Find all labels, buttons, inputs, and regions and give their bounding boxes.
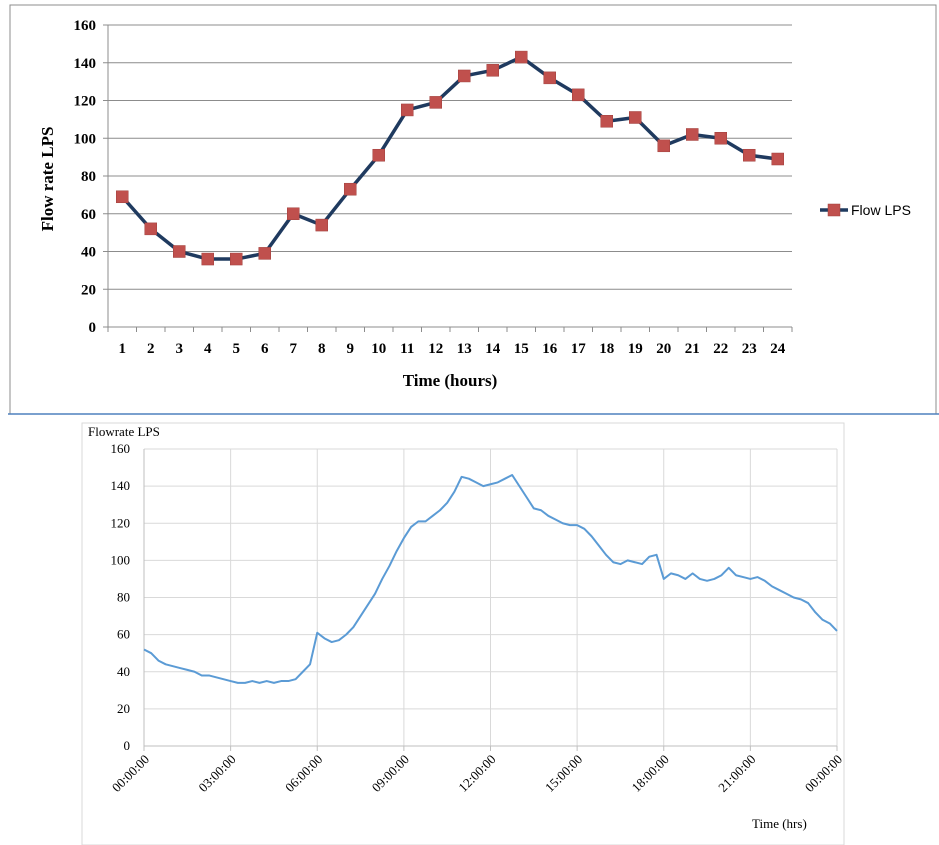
chart1-ytick-label: 0 [89, 320, 97, 336]
chart2-xtick-label: 09:00:00 [369, 752, 412, 795]
chart1-legend: Flow LPS [820, 202, 911, 218]
chart2-xtick-label: 06:00:00 [282, 752, 325, 795]
chart1-data-point [258, 247, 271, 260]
chart1-xtick-label: 4 [204, 341, 212, 357]
chart1-xtick-label: 15 [514, 341, 529, 357]
chart1-xtick-label: 23 [742, 341, 757, 357]
chart1-xtick-label: 17 [571, 341, 587, 357]
chart1-xtick-label: 6 [261, 341, 269, 357]
chart2-frame [81, 422, 845, 845]
chart1-ytick-label: 20 [81, 282, 96, 298]
chart1-xtick-label: 18 [599, 341, 614, 357]
chart1-data-point [458, 69, 471, 83]
chart1-data-point [173, 245, 186, 258]
chart1-xtick-label: 1 [119, 341, 127, 357]
chart2-ytick-label: 160 [111, 441, 131, 456]
chart1-data-point [515, 50, 528, 64]
chart1-ytick-label: 80 [81, 169, 96, 185]
chart2-xlabel: Time (hrs) [752, 816, 807, 831]
chart1-xtick-label: 13 [457, 341, 472, 357]
chart1-data-point [686, 128, 699, 141]
chart1-ytick-label: 40 [81, 245, 96, 261]
legend-marker [827, 203, 841, 217]
chart1-xtick-label: 21 [685, 341, 700, 357]
chart2-ytick-label: 20 [117, 701, 130, 716]
chart1-xtick-label: 5 [233, 341, 241, 357]
chart1-xtick-label: 20 [656, 341, 671, 357]
chart1-ylabel: Flow rate LPS [38, 127, 57, 232]
chart2-xtick-label: 21:00:00 [715, 752, 758, 795]
legend-label: Flow LPS [851, 202, 911, 218]
chart1-xtick-label: 9 [347, 341, 355, 357]
chart1-data-point [629, 111, 642, 124]
chart2-ytick-label: 80 [117, 590, 130, 605]
chart2-series-line [143, 473, 838, 684]
chart1-data-point [116, 190, 129, 204]
chart1-data-point [543, 71, 556, 85]
chart2-xtick-label: 00:00:00 [802, 752, 845, 795]
chart1-xtick-label: 12 [428, 341, 443, 357]
chart1-data-point [201, 252, 214, 266]
chart1-data-point [486, 64, 499, 77]
chart1-data-point [572, 88, 585, 102]
chart2-ytick-label: 40 [117, 664, 130, 679]
chart2-ylabel: Flowrate LPS [88, 424, 160, 439]
chart1-data-point [743, 148, 756, 162]
chart2-xtick-label: 15:00:00 [542, 752, 585, 795]
chart1-xtick-label: 2 [147, 341, 155, 357]
chart1-xtick-label: 14 [485, 341, 501, 357]
chart1-ytick-label: 60 [81, 207, 96, 223]
chart1-data-point [771, 152, 784, 166]
chart1-data-point [600, 115, 613, 128]
chart1-ytick-label: 120 [74, 94, 97, 110]
chart1-data-point [144, 222, 157, 236]
chart1-data-point [315, 218, 328, 232]
chart1-data-point [657, 139, 670, 153]
chart1-data-point [714, 132, 727, 145]
chart1-ytick-label: 160 [74, 18, 97, 34]
chart2-ytick-label: 120 [111, 515, 131, 530]
chart1-ytick-label: 140 [74, 56, 97, 72]
chart1-data-point [372, 148, 385, 162]
chart1-data-point [429, 96, 442, 109]
chart2-xtick-label: 18:00:00 [629, 752, 672, 795]
chart1-xtick-label: 8 [318, 341, 326, 357]
chart2-xtick-label: 00:00:00 [109, 752, 152, 795]
chart1-xtick-label: 11 [400, 341, 414, 357]
chart1-xtick-label: 19 [628, 341, 643, 357]
chart2-ytick-label: 60 [117, 627, 130, 642]
chart2-ytick-label: 100 [111, 552, 131, 567]
chart2-ytick-label: 0 [124, 738, 131, 753]
chart1-xtick-label: 7 [290, 341, 298, 357]
chart2-ytick-label: 140 [111, 478, 131, 493]
chart1-xlabel: Time (hours) [403, 371, 498, 390]
chart1-xtick-label: 10 [371, 341, 386, 357]
chart1-xtick-label: 16 [542, 341, 558, 357]
chart1-xtick-label: 22 [713, 341, 728, 357]
chart1-data-point [401, 103, 414, 117]
chart1-ytick-label: 100 [74, 131, 97, 147]
chart2-xtick-label: 03:00:00 [195, 752, 238, 795]
chart1-xtick-label: 24 [770, 341, 786, 357]
chart1-data-point [230, 252, 243, 266]
chart1-xtick-label: 3 [176, 341, 184, 357]
chart1-data-point [344, 182, 357, 196]
chart1-data-point [287, 207, 300, 220]
chart2-xtick-label: 12:00:00 [455, 752, 498, 795]
